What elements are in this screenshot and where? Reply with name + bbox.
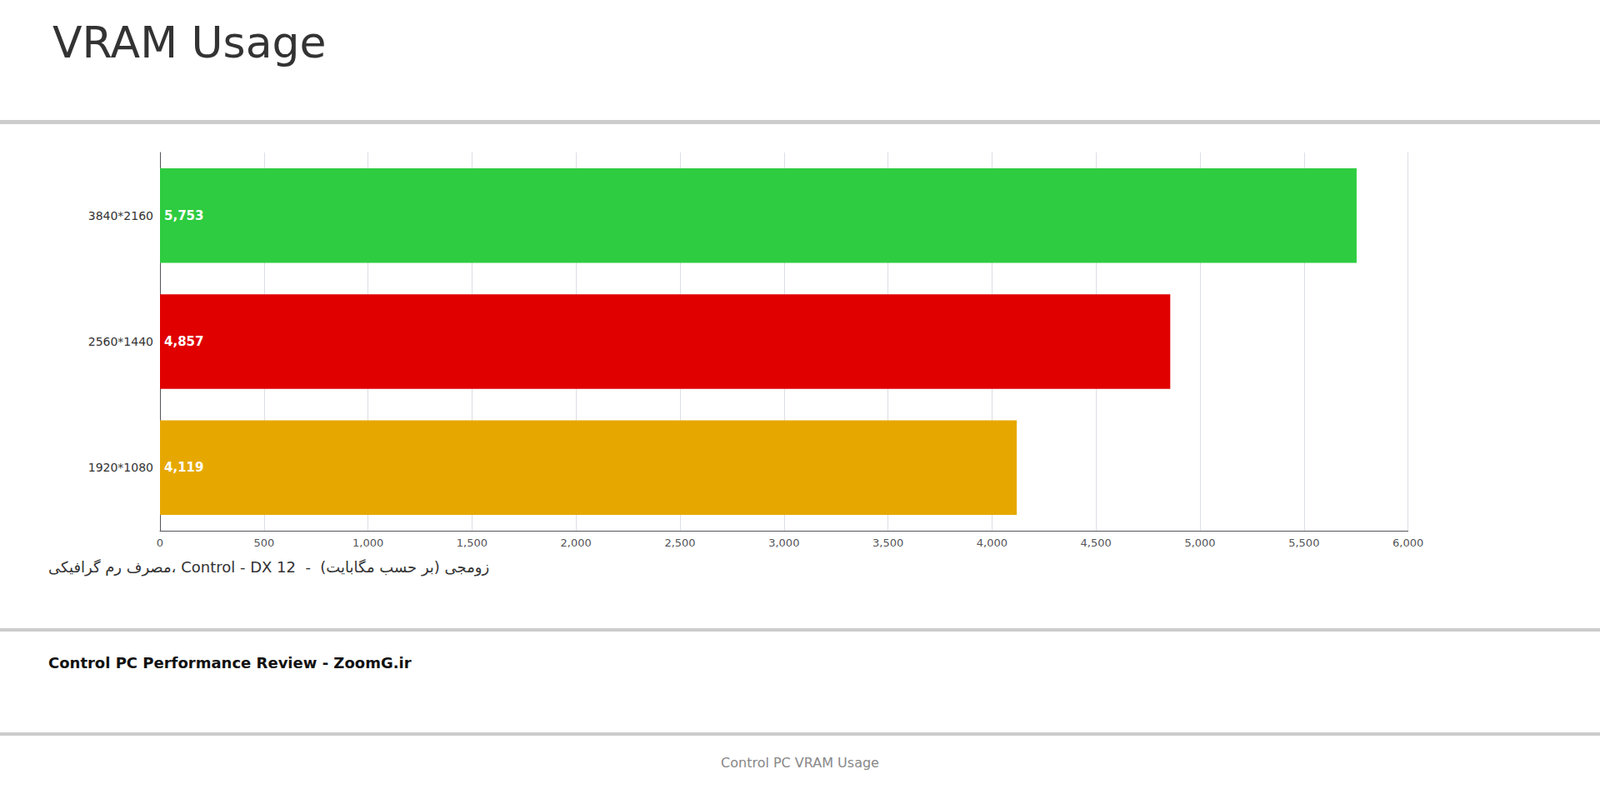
svg-text:4,500: 4,500 — [1080, 536, 1112, 550]
svg-text:500: 500 — [253, 536, 275, 550]
svg-text:VRAM Usage: VRAM Usage — [52, 17, 327, 68]
svg-text:Control PC VRAM Usage: Control PC VRAM Usage — [720, 755, 880, 771]
svg-text:5,753: 5,753 — [164, 208, 204, 224]
svg-text:4,000: 4,000 — [976, 536, 1008, 550]
svg-text:0: 0 — [156, 536, 164, 550]
svg-text:5,500: 5,500 — [1288, 536, 1320, 550]
svg-text:2,000: 2,000 — [560, 536, 592, 550]
svg-text:4,857: 4,857 — [164, 334, 204, 350]
svg-text:2,500: 2,500 — [664, 536, 695, 550]
svg-text:2560*1440: 2560*1440 — [88, 335, 154, 349]
svg-text:مصرف رم گرافیکی، Control - DX: مصرف رم گرافیکی، Control - DX 12 - زومجی… — [48, 558, 490, 577]
svg-text:1,500: 1,500 — [456, 536, 488, 550]
svg-text:Control PC Performance Review: Control PC Performance Review - ZoomG.ir — [48, 654, 412, 672]
svg-text:5,000: 5,000 — [1184, 536, 1215, 550]
svg-text:3,000: 3,000 — [768, 536, 800, 550]
svg-text:3,500: 3,500 — [872, 536, 904, 550]
svg-text:3840*2160: 3840*2160 — [88, 209, 154, 223]
svg-text:4,119: 4,119 — [164, 460, 204, 475]
svg-text:6,000: 6,000 — [1392, 536, 1424, 550]
svg-text:1920*1080: 1920*1080 — [88, 460, 154, 475]
svg-text:1,000: 1,000 — [352, 536, 384, 550]
